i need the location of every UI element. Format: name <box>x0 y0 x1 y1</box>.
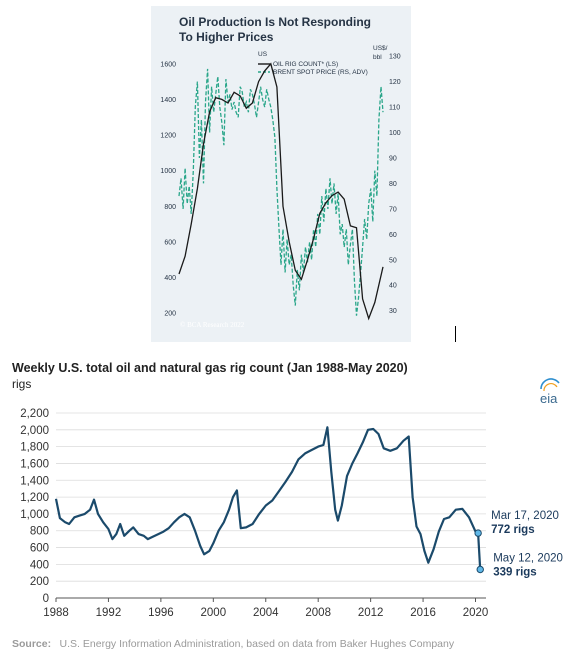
eia-y-tick-label: 1,400 <box>20 475 49 487</box>
bca-source: © BCA Research 2022 <box>180 321 245 329</box>
eia-x-tick-label: 2008 <box>305 607 331 619</box>
bca-rig-count-line <box>178 62 384 321</box>
eia-x-tick-label: 2000 <box>201 607 227 619</box>
eia-logo-text: eia <box>540 391 558 406</box>
eia-y-tick-label: 400 <box>30 559 49 571</box>
bca-right-axis: 30 40 50 60 70 80 90 100 110 120 130 <box>389 54 401 315</box>
bca-right-tick-label: 40 <box>389 283 397 290</box>
eia-y-tick-label: 2,200 <box>20 408 49 420</box>
bca-left-tick-label: 200 <box>164 311 176 318</box>
eia-annotation-value: 772 rigs <box>491 524 534 536</box>
eia-y-tick-label: 800 <box>30 526 49 538</box>
bca-left-tick-label: 600 <box>164 239 176 246</box>
eia-annotation-date: Mar 17, 2020 <box>491 510 559 522</box>
bca-left-tick-label: 1600 <box>160 61 176 68</box>
eia-source-text: U.S. Energy Information Administration, … <box>60 638 455 650</box>
bca-chart-title-line2: To Higher Prices <box>179 30 274 44</box>
eia-x-axis: 1988 1992 1996 2000 2004 2008 2012 2016 2020 <box>43 598 488 619</box>
bca-right-tick-label: 100 <box>389 130 401 137</box>
bca-panel-label: US <box>258 51 268 58</box>
eia-x-tick-label: 2016 <box>410 607 436 619</box>
eia-chart-svg: Weekly U.S. total oil and natural gas ri… <box>12 361 563 651</box>
eia-y-axis: 0 200 400 600 800 1,000 1,200 1,400 1,600 1,800 2,… <box>20 408 49 605</box>
eia-annotations: Mar 17, 2020 772 rigs May 12, 2020 339 rigs <box>474 510 563 578</box>
eia-y-tick-label: 200 <box>30 576 49 588</box>
bca-left-tick-label: 800 <box>164 204 176 211</box>
bca-right-tick-label: 120 <box>389 79 401 86</box>
bca-plot-area <box>178 62 384 321</box>
eia-y-tick-label: 600 <box>30 543 49 555</box>
eia-annotation-marker <box>474 529 482 537</box>
eia-chart-title: Weekly U.S. total oil and natural gas ri… <box>12 361 408 375</box>
eia-y-tick-label: 1,800 <box>20 442 49 454</box>
eia-y-tick-label: 1,200 <box>20 492 49 504</box>
bca-right-tick-label: 60 <box>389 232 397 239</box>
eia-plot-area <box>54 426 482 570</box>
eia-logo: eia <box>540 378 560 406</box>
eia-x-tick-label: 1992 <box>96 607 122 619</box>
bca-right-tick-label: 80 <box>389 181 397 188</box>
eia-grid <box>56 412 486 599</box>
bca-right-tick-label: 110 <box>389 105 400 112</box>
bca-legend-rig-label: OIL RIG COUNT* (LS) <box>273 61 338 68</box>
eia-y-unit-label: rigs <box>12 377 31 391</box>
eia-logo-arc-icon <box>540 378 560 390</box>
panel-divider-mark <box>455 326 456 342</box>
eia-y-tick-label: 1,000 <box>20 509 49 521</box>
eia-x-tick-label: 2020 <box>463 607 489 619</box>
bca-left-tick-label: 1000 <box>160 168 176 175</box>
eia-x-tick-label: 1996 <box>148 607 174 619</box>
bca-right-tick-label: 50 <box>389 257 397 264</box>
bca-left-axis: 200 400 600 800 1000 1200 1400 1600 <box>160 61 176 317</box>
eia-y-tick-label: 2,000 <box>20 425 49 437</box>
eia-logo-arc2-icon <box>543 383 558 392</box>
bca-brent-line <box>178 68 384 316</box>
eia-y-tick-label: 0 <box>43 593 49 605</box>
bca-right-tick-label: 30 <box>389 308 397 315</box>
eia-y-tick-label: 1,600 <box>20 458 49 470</box>
bca-legend-brent-label: BRENT SPOT PRICE (RS, ADV) <box>273 69 368 76</box>
bca-right-tick-label: 130 <box>389 54 401 61</box>
bca-chart-svg: Oil Production Is Not Responding To High… <box>160 15 401 329</box>
eia-x-tick-label: 1988 <box>43 607 69 619</box>
bca-left-tick-label: 1200 <box>160 133 176 140</box>
bca-right-tick-label: 90 <box>389 155 397 162</box>
bca-chart-title-line1: Oil Production Is Not Responding <box>179 15 371 29</box>
eia-source: Source: U.S. Energy Information Administ… <box>12 634 455 651</box>
eia-rig-count-line <box>54 426 482 570</box>
bca-left-tick-label: 1400 <box>160 97 176 104</box>
eia-x-tick-label: 2012 <box>358 607 384 619</box>
bca-chart-panel: Oil Production Is Not Responding To High… <box>151 6 411 342</box>
eia-annotation-date: May 12, 2020 <box>493 552 563 564</box>
bca-right-tick-label: 70 <box>389 206 397 213</box>
eia-annotation-marker <box>476 565 484 574</box>
eia-chart-panel: Weekly U.S. total oil and natural gas ri… <box>4 356 580 652</box>
eia-annotation-value: 339 rigs <box>493 566 536 578</box>
bca-right-unit-line2: bbl <box>373 54 382 61</box>
eia-x-tick-label: 2004 <box>253 607 279 619</box>
bca-left-tick-label: 400 <box>164 275 176 282</box>
eia-source-label: Source: <box>12 638 51 650</box>
bca-right-unit-line1: US$/ <box>373 45 388 52</box>
